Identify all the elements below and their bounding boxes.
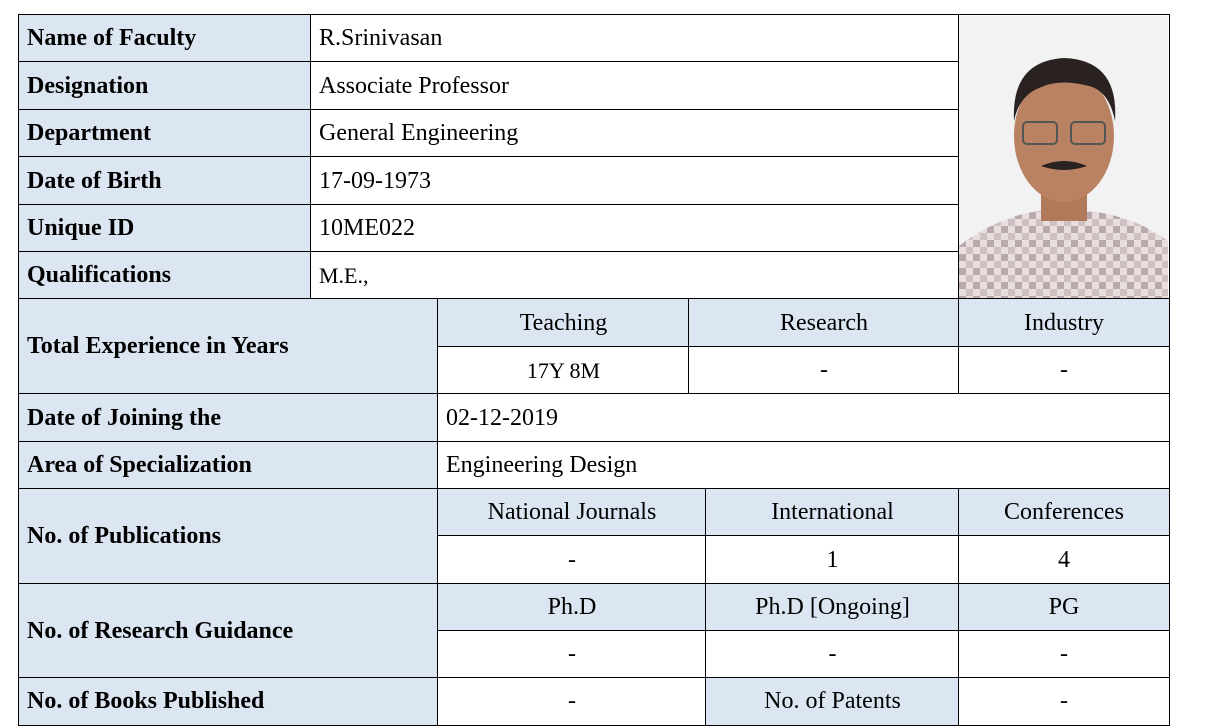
value-cell: 10ME022 (310, 204, 960, 253)
header-cell: PG (958, 583, 1170, 632)
value-cell: - (958, 346, 1170, 395)
value-cell: - (705, 630, 960, 679)
label-cell: No. of Books Published (18, 677, 439, 726)
value-cell: - (437, 630, 707, 679)
header-cell: International (705, 488, 960, 537)
hair (1013, 57, 1116, 121)
value-cell: 02-12-2019 (437, 393, 1170, 443)
faculty-photo (959, 15, 1168, 299)
value-cell: 17Y 8M (437, 346, 690, 395)
value-cell: General Engineering (310, 109, 960, 158)
value-cell: 4 (958, 535, 1170, 585)
value-cell: 1 (705, 535, 960, 585)
moustache (1041, 160, 1087, 170)
label-cell: No. of Publications (18, 488, 439, 585)
header-cell: Ph.D [Ongoing] (705, 583, 960, 632)
shirt (959, 210, 1168, 299)
label-cell: Area of Specialization (18, 441, 439, 490)
photo-cell (958, 14, 1170, 300)
value-cell: 17-09-1973 (310, 156, 960, 206)
value-cell: - (958, 677, 1170, 726)
header-cell: Ph.D (437, 583, 707, 632)
value-cell: - (437, 677, 707, 726)
label-cell: Total Experience in Years (18, 298, 439, 395)
glasses (1022, 120, 1058, 145)
value-cell: - (437, 535, 707, 585)
glasses (1070, 120, 1106, 145)
label-cell: Unique ID (18, 204, 312, 253)
label-cell: Department (18, 109, 312, 158)
header-cell: National Journals (437, 488, 707, 537)
label-cell: Designation (18, 61, 312, 111)
label-cell: Date of Joining the (18, 393, 439, 443)
label-cell: Name of Faculty (18, 14, 312, 63)
header-cell: Conferences (958, 488, 1170, 537)
value-cell: R.Srinivasan (310, 14, 960, 63)
value-cell: Engineering Design (437, 441, 1170, 490)
header-cell: Research (688, 298, 960, 348)
face (1014, 69, 1114, 202)
label-cell: Qualifications (18, 251, 312, 300)
value-cell: M.E., (310, 251, 960, 300)
label-cell: Date of Birth (18, 156, 312, 206)
label-cell: No. of Research Guidance (18, 583, 439, 679)
header-cell: Industry (958, 298, 1170, 348)
value-cell: - (958, 630, 1170, 679)
value-cell: - (688, 346, 960, 395)
header-cell: Teaching (437, 298, 690, 348)
header-cell: No. of Patents (705, 677, 960, 726)
value-cell: Associate Professor (310, 61, 960, 111)
